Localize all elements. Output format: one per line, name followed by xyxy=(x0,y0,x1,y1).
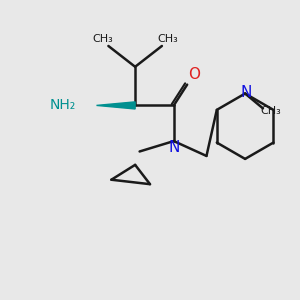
Polygon shape xyxy=(97,102,135,109)
Text: CH₃: CH₃ xyxy=(158,34,178,44)
Text: CH₃: CH₃ xyxy=(260,106,281,116)
Text: N: N xyxy=(168,140,179,154)
Text: NH₂: NH₂ xyxy=(50,98,76,112)
Text: N: N xyxy=(241,85,252,100)
Text: O: O xyxy=(189,67,201,82)
Text: CH₃: CH₃ xyxy=(92,34,113,44)
